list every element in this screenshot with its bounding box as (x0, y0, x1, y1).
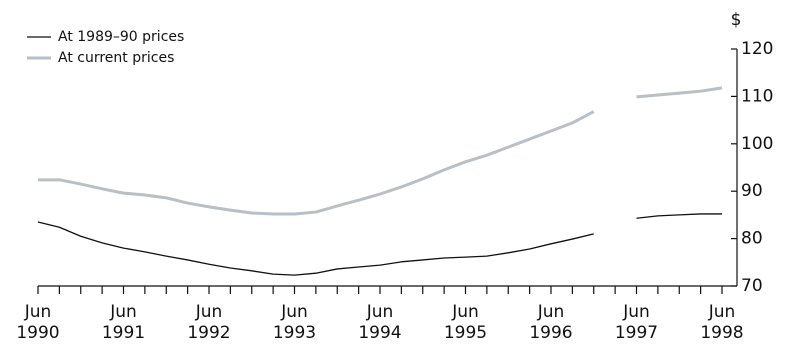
x-tick-label: Jun 1998 (700, 302, 743, 343)
x-tick-label: Jun 1995 (444, 302, 487, 343)
x-tick-label: Jun 1992 (187, 302, 230, 343)
x-tick-label: Jun 1994 (358, 302, 401, 343)
y-tick-label: 70 (741, 276, 763, 296)
series-line (38, 86, 723, 216)
x-tick-label: Jun 1993 (273, 302, 316, 343)
y-axis-unit: $ (731, 10, 742, 30)
y-tick-label: 100 (741, 134, 773, 154)
x-tick-label: Jun 1990 (16, 302, 59, 343)
x-tick-label: Jun 1991 (102, 302, 145, 343)
series-line (37, 213, 722, 276)
legend-label: At current prices (58, 50, 174, 66)
y-tick-label: 80 (741, 229, 763, 249)
y-tick-label: 110 (741, 86, 773, 106)
y-tick-label: 120 (741, 39, 773, 59)
x-tick-label: Jun 1996 (529, 302, 572, 343)
x-tick-label: Jun 1997 (615, 302, 658, 343)
legend-label: At 1989–90 prices (58, 29, 184, 45)
y-tick-label: 90 (741, 181, 763, 201)
